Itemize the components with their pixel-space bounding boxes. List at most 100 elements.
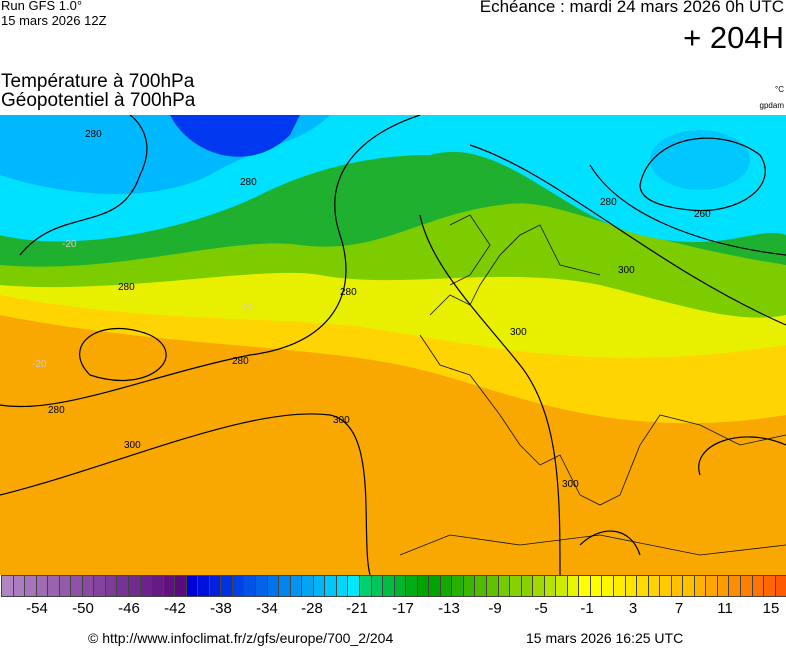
contour-280-west: [0, 115, 421, 408]
colorbar-cell: [498, 575, 511, 597]
colorbar-cell: [290, 575, 303, 597]
colorbar-cell: [36, 575, 49, 597]
colorbar-cell: [256, 575, 268, 597]
colorbar-cell: [741, 575, 753, 597]
colorbar-cell: [440, 575, 453, 597]
contour-labels: 280 280 280 280 280 280 260 280 300 300 …: [32, 129, 711, 490]
colorbar-cell: [417, 575, 430, 597]
unit-temperature: °C: [775, 85, 784, 94]
colorbar-tick-label: -38: [210, 600, 232, 617]
contour-280-low: [79, 327, 167, 381]
colorbar-cell: [152, 575, 164, 597]
colorbar-cell: [348, 575, 360, 597]
contour-label: -20: [32, 359, 47, 370]
contour-label: 300: [124, 440, 141, 451]
colorbar-tick-label: -46: [118, 600, 140, 617]
contour-260: [639, 137, 766, 212]
colorbar-cell: [660, 575, 672, 597]
contour-label: 300: [618, 265, 635, 276]
colorbar-tick-label: 3: [628, 600, 638, 617]
run-model: Run GFS 1.0°: [1, 0, 83, 13]
colorbar: [1, 575, 786, 597]
colorbar-cell: [706, 575, 718, 597]
colorbar-cell: [406, 575, 418, 597]
credit-url: © http://www.infoclimat.fr/z/gfs/europe/…: [88, 630, 394, 646]
colorbar-cell: [486, 575, 499, 597]
colorbar-cell: [2, 575, 14, 597]
colorbar-tick-label: -42: [164, 600, 186, 617]
colorbar-tick-label: -34: [256, 600, 278, 617]
run-date: 15 mars 2026 12Z: [1, 13, 107, 28]
colorbar-cell: [764, 575, 776, 597]
colorbar-cell: [556, 575, 568, 597]
colorbar-tick-label: -17: [392, 600, 414, 617]
colorbar-tick-label: -28: [301, 600, 323, 617]
map-title: Température à 700hPa Géopotentiel à 700h…: [1, 72, 195, 110]
contour-label: 300: [562, 479, 579, 490]
colorbar-cell: [163, 575, 176, 597]
colorbar-cell: [567, 575, 580, 597]
colorbar-cell: [394, 575, 407, 597]
field-blue: [170, 115, 300, 157]
colorbar-cell: [579, 575, 591, 597]
contour-label: 300: [510, 327, 527, 338]
colorbar-cell: [671, 575, 684, 597]
colorbar-cell: [683, 575, 695, 597]
colorbar-cell: [302, 575, 314, 597]
colorbar-cell: [510, 575, 522, 597]
field-cyan-low: [650, 130, 750, 190]
colorbar-cell: [244, 575, 257, 597]
colorbar-tick-label: -50: [72, 600, 94, 617]
geopotential-contours: [0, 115, 786, 575]
colorbar-cell: [336, 575, 349, 597]
contour-label: 280: [232, 356, 249, 367]
colorbar-cell: [775, 575, 786, 597]
colorbar-cell: [59, 575, 72, 597]
colorbar-cell: [429, 575, 441, 597]
contour-south: [579, 436, 786, 556]
colorbar-tick-label: -21: [346, 600, 368, 617]
contour-label: 280: [600, 197, 617, 208]
contour-280-north: [19, 115, 148, 256]
colorbar-cell: [186, 575, 199, 597]
contour-label: 280: [48, 405, 65, 416]
colorbar-tick-label: -13: [438, 600, 460, 617]
contour-label: -20: [240, 302, 255, 313]
colorbar-tick-label: -5: [534, 600, 548, 617]
colorbar-cell: [648, 575, 661, 597]
title-geopotential: Géopotentiel à 700hPa: [1, 90, 196, 111]
colorbar-cell: [475, 575, 487, 597]
lead-time: + 204H: [683, 20, 784, 55]
forecast-valid-time: Echéance : mardi 24 mars 2026 0h UTC: [479, 0, 784, 16]
colorbar-tick-label: -54: [26, 600, 48, 617]
colorbar-cell: [221, 575, 233, 597]
contour-label: 300: [333, 415, 350, 426]
weather-map: 280 280 280 280 280 280 260 280 300 300 …: [0, 115, 786, 575]
colorbar-cell: [48, 575, 60, 597]
colorbar-cell: [544, 575, 557, 597]
colorbar-cell: [694, 575, 707, 597]
contour-label: 280: [85, 129, 102, 140]
contour-280-ne: [589, 164, 786, 256]
colorbar-cell: [71, 575, 83, 597]
colorbar-cell: [371, 575, 384, 597]
colorbar-cell: [232, 575, 245, 597]
colorbar-cell: [602, 575, 614, 597]
colorbar-cell: [140, 575, 153, 597]
contour-label: 260: [694, 209, 711, 220]
colorbar-tick-label: -9: [488, 600, 502, 617]
colorbar-cell: [13, 575, 26, 597]
colorbar-tick-label: 7: [674, 600, 684, 617]
run-info: Run GFS 1.0° 15 mars 2026 12Z: [1, 0, 107, 28]
colorbar-cell: [129, 575, 141, 597]
contour-label: 280: [118, 282, 135, 293]
contour-300-east: [419, 144, 786, 575]
colorbar-cell: [25, 575, 37, 597]
colorbar-cell: [82, 575, 95, 597]
colorbar-cell: [313, 575, 326, 597]
colorbar-cell: [383, 575, 395, 597]
colorbar-tick-label: 15: [762, 600, 780, 617]
colorbar-cell: [267, 575, 280, 597]
colorbar-cell: [325, 575, 337, 597]
colorbar-tick-label: -1: [580, 600, 594, 617]
